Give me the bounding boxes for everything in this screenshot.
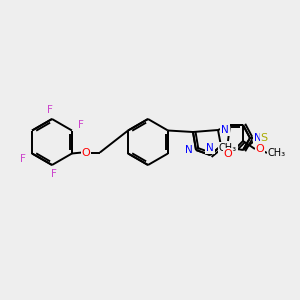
Text: F: F <box>47 105 53 115</box>
Text: F: F <box>78 121 84 130</box>
Text: O: O <box>82 148 90 158</box>
Text: CH₃: CH₃ <box>219 143 237 153</box>
Text: O: O <box>224 149 232 159</box>
Text: N: N <box>254 133 262 143</box>
Text: S: S <box>260 133 268 143</box>
Text: N: N <box>185 145 193 155</box>
Text: N: N <box>206 143 214 153</box>
Text: CH₃: CH₃ <box>268 148 286 158</box>
Text: N: N <box>221 125 229 135</box>
Text: O: O <box>256 144 264 154</box>
Text: F: F <box>51 169 57 179</box>
Text: F: F <box>20 154 26 164</box>
